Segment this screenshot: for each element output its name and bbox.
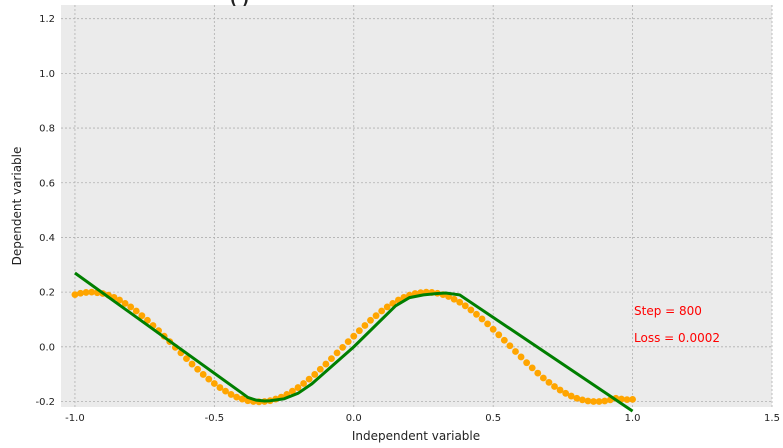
scatter-point [534,369,542,377]
scatter-point [199,371,207,378]
scatter-point [238,395,246,403]
scatter-point [495,331,503,339]
scatter-point [539,374,547,382]
scatter-point [227,391,235,398]
scatter-point [144,316,151,324]
scatter-series [71,288,636,406]
scatter-point [579,396,586,404]
scatter-point [183,355,190,362]
scatter-point [88,288,96,296]
x-tick-label: -0.5 [205,413,225,424]
chart-title-fragment: ( ) [230,0,249,8]
scatter-point [300,380,307,387]
scatter-point [590,398,597,405]
scatter-point [567,392,575,400]
scatter-point [528,364,536,372]
scatter-point [77,289,84,297]
scatter-point [361,322,369,329]
scatter-point [322,360,330,368]
x-tick-label: -1.0 [65,413,85,424]
scatter-point [127,303,135,311]
scatter-point [461,302,469,310]
scatter-point [372,312,380,320]
x-tick-label: 0.5 [485,413,501,424]
x-tick-label: 1.0 [625,413,641,424]
scatter-point [584,397,592,405]
y-tick-label: 1.0 [39,69,55,80]
fitted-line [74,271,634,413]
scatter-point [473,310,480,318]
y-tick-label: -0.2 [35,397,55,408]
scatter-point [344,338,352,346]
scatter-point [562,389,570,397]
scatter-point [305,375,313,383]
scatter-point [545,378,553,386]
scatter-point [82,289,90,296]
scatter-point [121,299,129,307]
scatter-point [478,315,486,323]
y-axis-label: Dependent variable [10,147,24,266]
y-tick-label: 0.2 [39,288,55,299]
scatter-point [484,320,491,328]
scatter-point [355,327,363,335]
x-axis-label: Independent variable [352,429,480,443]
scatter-point [517,353,525,361]
scatter-point [311,371,319,378]
annotation-step: Step = 800 [634,304,702,318]
scatter-point [383,303,391,311]
scatter-point [500,336,508,344]
scatter-point [138,312,146,320]
scatter-point [623,396,631,404]
scatter-point [210,380,218,387]
scatter-point [350,332,358,340]
scatter-point [456,298,464,306]
scatter-point [294,384,302,391]
scatter-point [450,295,458,303]
scatter-point [489,325,497,333]
y-tick-labels: -0.2 0.0 0.2 0.4 0.6 0.8 1.0 1.2 [35,14,55,408]
scatter-point [506,342,514,350]
scatter-point [188,360,196,368]
y-tick-label: 0.4 [39,233,55,244]
scatter-point [205,375,213,383]
scatter-point [328,355,335,362]
x-tick-label: 1.5 [764,413,780,424]
scatter-point [512,348,519,355]
x-tick-label: 0.0 [346,413,362,424]
annotation-loss: Loss = 0.0002 [634,331,720,345]
scatter-point [629,395,636,403]
scatter-point [367,316,374,324]
scatter-point [523,359,531,367]
scatter-point [595,398,603,405]
grid [61,5,773,407]
scatter-point [339,343,347,351]
y-tick-label: 0.6 [39,178,55,189]
y-tick-label: 0.8 [39,124,55,135]
scatter-point [333,349,341,357]
scatter-point [222,387,229,395]
scatter-point [116,296,123,304]
scatter-point [378,307,386,315]
scatter-point [233,393,241,401]
scatter-point [601,397,609,405]
scatter-point [289,387,296,395]
y-tick-label: 1.2 [39,14,55,25]
scatter-point [194,365,202,373]
scatter-point [132,307,140,315]
scatter-point [316,365,324,373]
scatter-point [71,291,79,299]
scatter-point [551,383,558,390]
scatter-point [216,384,224,391]
y-tick-label: 0.0 [39,342,55,353]
x-tick-labels: -1.0 -0.5 0.0 0.5 1.0 1.5 [65,413,780,424]
scatter-point [467,306,475,314]
scatter-point [573,394,581,402]
scatter-point [556,386,564,394]
plot-area [61,5,772,407]
